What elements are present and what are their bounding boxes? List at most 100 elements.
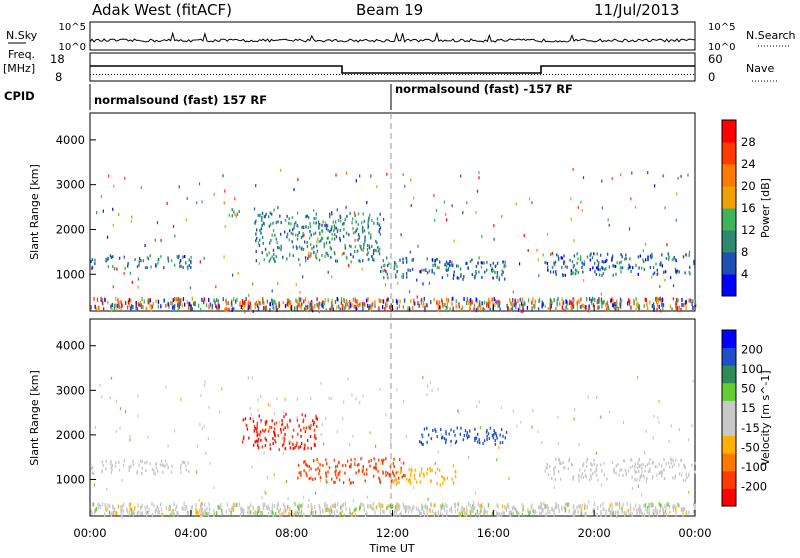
echo-cell	[451, 509, 453, 514]
echo-cell	[652, 476, 654, 480]
echo-cell	[494, 431, 496, 435]
echo-cell	[238, 210, 240, 214]
echo-cell	[683, 303, 685, 308]
echo-cell	[469, 298, 472, 302]
echo-cell	[174, 429, 176, 433]
echo-cell	[416, 278, 418, 282]
echo-cell	[249, 301, 251, 306]
echo-cell	[385, 270, 387, 274]
echo-cell	[166, 463, 168, 467]
echo-cell	[441, 298, 443, 303]
echo-cell	[252, 511, 255, 516]
echo-cell	[275, 421, 278, 425]
echo-cell	[512, 409, 514, 413]
echo-cell	[334, 233, 336, 237]
echo-cell	[322, 300, 324, 305]
echo-cell	[393, 465, 395, 469]
echo-cell	[320, 302, 322, 307]
echo-cell	[688, 298, 690, 303]
echo-cell	[445, 297, 448, 302]
echo-cell	[625, 257, 627, 260]
echo-cell	[339, 512, 341, 516]
echo-cell	[250, 412, 252, 416]
echo-cell	[604, 260, 607, 264]
echo-cell	[257, 241, 260, 245]
echo-cell	[163, 298, 165, 303]
echo-cell	[213, 192, 215, 196]
echo-cell	[310, 446, 312, 450]
nsearch-tick-low: 10^0	[708, 42, 735, 53]
echo-cell	[131, 215, 133, 219]
echo-cell	[128, 469, 130, 473]
echo-cell	[664, 509, 666, 514]
echo-cell	[307, 226, 309, 229]
echo-cell	[488, 300, 490, 305]
echo-cell	[562, 300, 565, 305]
echo-cell	[646, 463, 648, 467]
echo-cell	[284, 505, 286, 510]
echo-cell	[172, 509, 175, 513]
echo-cell	[629, 503, 632, 508]
echo-cell	[288, 221, 290, 225]
echo-cell	[458, 410, 460, 414]
echo-cell	[343, 400, 345, 404]
nsearch-tick-high: 10^5	[708, 22, 735, 33]
echo-cell	[603, 461, 605, 465]
echo-cell	[442, 481, 444, 485]
echo-cell	[314, 477, 316, 481]
echo-cell	[661, 298, 664, 303]
echo-cell	[643, 260, 645, 264]
echo-cell	[130, 507, 133, 512]
echo-cell	[493, 433, 495, 437]
echo-cell	[236, 297, 238, 302]
echo-cell	[100, 194, 102, 198]
echo-cell	[370, 233, 372, 237]
echo-cell	[495, 434, 498, 438]
echo-cell	[487, 302, 489, 307]
echo-cell	[113, 507, 115, 512]
echo-cell	[597, 263, 600, 267]
echo-cell	[349, 510, 351, 515]
echo-cell	[128, 298, 130, 303]
echo-cell	[285, 480, 288, 484]
echo-cell	[291, 240, 293, 244]
echo-cell	[546, 232, 549, 236]
echo-cell	[612, 511, 614, 516]
echo-cell	[283, 415, 285, 419]
echo-cell	[545, 260, 547, 264]
echo-cell	[523, 300, 525, 305]
echo-cell	[546, 462, 548, 466]
echo-cell	[348, 464, 351, 468]
echo-cell	[374, 248, 376, 252]
echo-cell	[449, 307, 451, 312]
echo-cell	[277, 509, 280, 514]
echo-cell	[277, 434, 279, 437]
echo-cell	[177, 511, 179, 516]
echo-cell	[421, 506, 423, 511]
echo-cell	[379, 505, 382, 510]
echo-cell	[241, 299, 244, 304]
echo-cell	[615, 464, 618, 468]
echo-cell	[582, 304, 585, 309]
echo-cell	[289, 512, 291, 517]
echo-cell	[99, 383, 101, 387]
echo-cell	[466, 433, 468, 437]
echo-cell	[408, 478, 410, 482]
echo-cell	[673, 257, 675, 261]
echo-cell	[678, 503, 680, 508]
echo-cell	[359, 302, 361, 307]
echo-cell	[273, 307, 275, 311]
echo-cell	[449, 260, 451, 263]
echo-cell	[156, 221, 159, 225]
echo-cell	[629, 466, 632, 469]
echo-cell	[260, 231, 262, 235]
echo-cell	[295, 298, 297, 303]
echo-cell	[619, 297, 622, 302]
echo-cell	[233, 307, 235, 312]
echo-cell	[257, 213, 259, 217]
echo-cell	[223, 255, 225, 259]
echo-cell	[154, 238, 156, 242]
echo-cell	[644, 469, 646, 473]
echo-cell	[419, 440, 421, 444]
echo-cell	[106, 235, 109, 239]
